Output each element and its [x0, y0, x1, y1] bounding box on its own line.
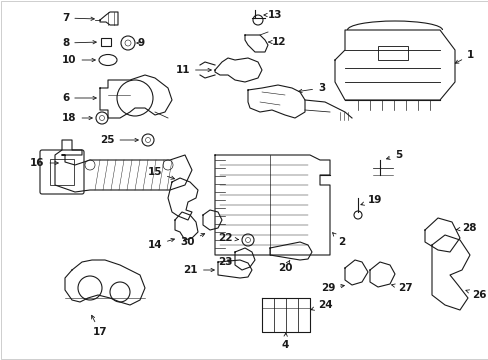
Text: 26: 26 [465, 290, 486, 300]
Text: 29: 29 [320, 283, 344, 293]
Text: 9: 9 [137, 38, 144, 48]
Text: 25: 25 [100, 135, 138, 145]
Text: 23: 23 [218, 257, 232, 267]
Text: 16: 16 [30, 158, 58, 168]
Text: 14: 14 [147, 238, 174, 250]
Text: 18: 18 [62, 113, 92, 123]
Text: 7: 7 [62, 13, 94, 23]
Text: 27: 27 [391, 283, 412, 293]
Text: 2: 2 [332, 233, 345, 247]
Text: 28: 28 [455, 223, 475, 233]
Text: 20: 20 [277, 260, 292, 273]
Text: 21: 21 [183, 265, 214, 275]
Text: 8: 8 [62, 38, 96, 48]
Text: 1: 1 [454, 50, 473, 63]
Text: 13: 13 [264, 10, 282, 20]
Text: 30: 30 [180, 234, 204, 247]
Text: 5: 5 [386, 150, 402, 160]
Text: 24: 24 [310, 300, 332, 310]
Text: 10: 10 [62, 55, 95, 65]
Text: 15: 15 [147, 167, 174, 179]
Text: 3: 3 [298, 83, 325, 93]
Text: 17: 17 [91, 315, 107, 337]
Text: 4: 4 [281, 333, 288, 350]
Text: 22: 22 [218, 233, 238, 243]
Text: 12: 12 [268, 37, 286, 47]
Text: 6: 6 [62, 93, 96, 103]
Text: 19: 19 [360, 195, 382, 205]
Text: 11: 11 [175, 65, 211, 75]
